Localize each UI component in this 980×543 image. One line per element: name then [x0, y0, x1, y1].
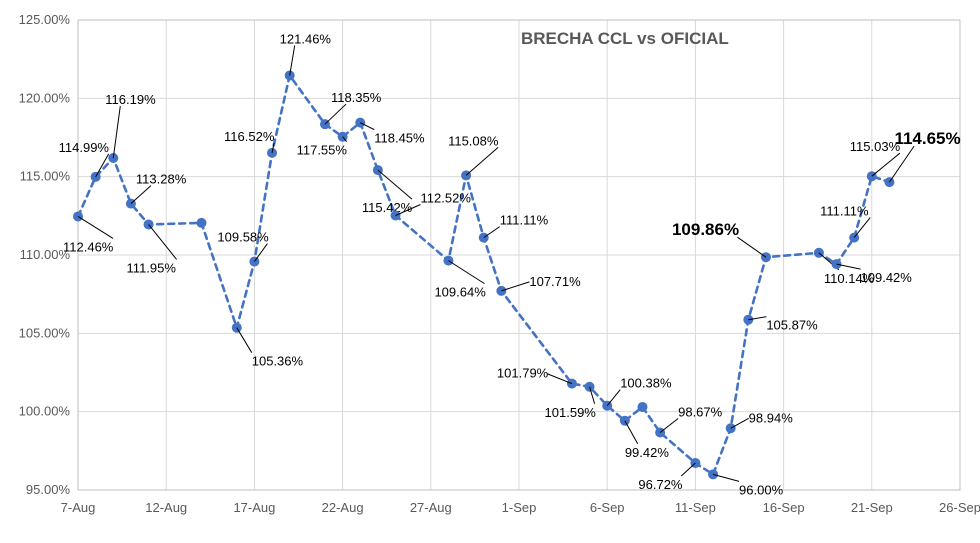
x-tick-label: 26-Sep: [939, 500, 980, 515]
data-label: 99.42%: [625, 445, 670, 460]
data-label: 111.95%: [127, 260, 177, 275]
data-label: 98.94%: [749, 410, 794, 425]
data-label: 115.08%: [448, 133, 499, 148]
x-tick-label: 1-Sep: [502, 500, 537, 515]
line-chart: 95.00%100.00%105.00%110.00%115.00%120.00…: [0, 0, 980, 538]
data-label: 111.11%: [500, 213, 549, 228]
data-label: 96.72%: [638, 477, 683, 492]
data-label: 100.38%: [620, 376, 672, 391]
data-label: 96.00%: [739, 482, 784, 497]
data-label: 117.55%: [297, 143, 348, 158]
data-label: 116.52%: [224, 129, 275, 144]
data-label: 98.67%: [678, 405, 723, 420]
x-tick-label: 27-Aug: [410, 500, 452, 515]
x-tick-label: 22-Aug: [322, 500, 364, 515]
data-label: 111.11%: [820, 204, 869, 219]
data-marker: [637, 402, 647, 412]
x-tick-label: 21-Sep: [851, 500, 893, 515]
data-label: 113.28%: [136, 172, 187, 187]
y-tick-label: 125.00%: [19, 12, 71, 27]
data-label: 116.19%: [105, 92, 156, 107]
x-tick-label: 16-Sep: [763, 500, 805, 515]
x-tick-label: 6-Sep: [590, 500, 625, 515]
data-marker: [196, 218, 206, 228]
data-label: 109.42%: [861, 270, 913, 285]
y-tick-label: 100.00%: [19, 404, 71, 419]
data-label: 107.71%: [529, 274, 581, 289]
data-label: 109.86%: [672, 220, 739, 239]
data-label: 101.59%: [545, 405, 597, 420]
data-label: 109.64%: [434, 285, 486, 300]
x-tick-label: 17-Aug: [233, 500, 275, 515]
data-label: 114.99%: [59, 140, 110, 155]
x-tick-label: 12-Aug: [145, 500, 187, 515]
x-tick-label: 7-Aug: [61, 500, 96, 515]
data-label: 101.79%: [497, 366, 549, 381]
data-label: 121.46%: [280, 31, 332, 46]
data-label: 105.36%: [252, 354, 304, 369]
y-tick-label: 120.00%: [19, 90, 71, 105]
y-tick-label: 115.00%: [20, 169, 71, 184]
chart-title: BRECHA CCL vs OFICIAL: [521, 29, 729, 48]
data-label: 105.87%: [766, 318, 818, 333]
data-label: 112.52%: [421, 191, 472, 206]
data-label: 112.46%: [63, 239, 114, 254]
y-tick-label: 95.00%: [26, 482, 71, 497]
data-label: 109.58%: [217, 230, 269, 245]
chart-container: 95.00%100.00%105.00%110.00%115.00%120.00…: [0, 0, 980, 538]
data-label: 118.45%: [374, 131, 425, 146]
x-tick-label: 11-Sep: [675, 500, 716, 515]
data-label: 115.42%: [362, 200, 413, 215]
y-tick-label: 105.00%: [19, 325, 71, 340]
data-label: 114.65%: [894, 129, 960, 148]
data-label: 118.35%: [331, 90, 382, 105]
data-label: 115.03%: [850, 139, 901, 154]
